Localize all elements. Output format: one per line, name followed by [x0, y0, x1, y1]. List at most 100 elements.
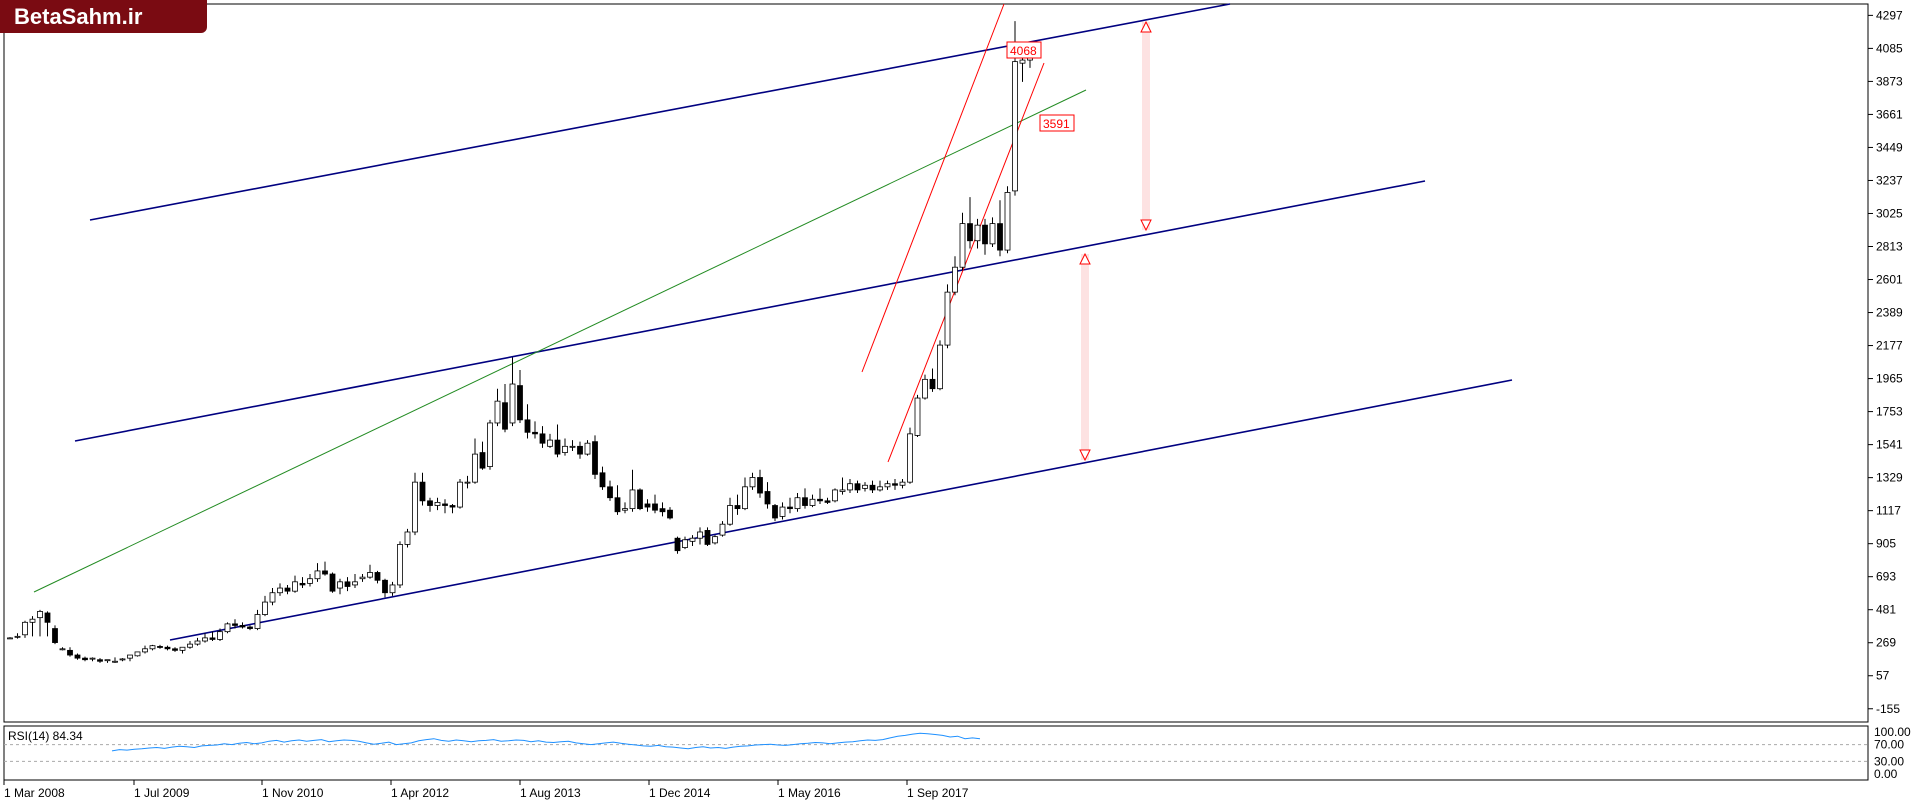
candle-bullish [7, 637, 13, 640]
candle-bullish [907, 433, 913, 483]
y-tick-label: 2389 [1876, 306, 1903, 320]
candle-bullish [877, 486, 883, 491]
y-tick-label: 3025 [1876, 206, 1903, 220]
candle-bearish [644, 503, 651, 508]
candle-bearish [44, 612, 51, 623]
candle-bearish [479, 452, 486, 469]
candle-bearish [52, 628, 58, 643]
candle-bearish [892, 483, 898, 486]
green-trendline [33, 89, 1087, 593]
candle-bearish [757, 477, 763, 494]
y-tick-label: 57 [1876, 669, 1890, 683]
candle-bearish [427, 500, 433, 506]
candle-bullish [562, 445, 568, 453]
candle-bullish [494, 400, 501, 424]
upper-range-arrow-head-up [1140, 20, 1152, 33]
candle-bullish [389, 584, 396, 594]
candle-bullish [262, 601, 268, 615]
candle-bearish [322, 570, 328, 575]
candle-bullish [832, 489, 838, 502]
candle-bearish [164, 646, 171, 650]
y-tick-label: 3661 [1876, 107, 1903, 121]
candle-bullish [937, 344, 943, 390]
candle-bullish [862, 484, 868, 489]
candle-bullish [629, 489, 636, 510]
upper-range-arrow-head-down [1140, 219, 1152, 232]
candle-bearish [232, 623, 238, 626]
candle-bullish [119, 658, 126, 661]
candle-bullish [37, 611, 43, 619]
candle-bullish [337, 581, 343, 589]
candle-bearish [802, 497, 808, 506]
candle-bearish [419, 481, 426, 502]
lower-range-arrow-shaft [1081, 254, 1089, 460]
candle-bearish [674, 537, 681, 552]
candle-bullish [367, 572, 373, 578]
candle-bullish [847, 483, 853, 491]
candle-bullish [202, 637, 208, 642]
candle-bullish [307, 578, 313, 584]
candle-bullish [112, 660, 118, 663]
candle-bullish [952, 266, 958, 293]
candle-bullish [719, 523, 726, 536]
candle-bullish [1004, 192, 1011, 251]
rsi-tick-label: 0.00 [1874, 767, 1898, 781]
price-label-box [1039, 114, 1075, 132]
candle-bullish [689, 537, 696, 542]
candle-bearish [772, 505, 778, 519]
candle-bullish [434, 501, 441, 506]
y-tick-label: -155 [1876, 702, 1900, 716]
candle-bullish [352, 581, 358, 586]
candle-bearish [97, 659, 103, 662]
candle-bearish [517, 385, 523, 421]
candle-bullish [194, 640, 201, 645]
candle-bearish [247, 626, 253, 629]
candle-bearish [577, 445, 583, 455]
candle-bullish [397, 544, 403, 586]
candle-bearish [532, 431, 538, 435]
candle-bearish [82, 657, 88, 661]
candle-bearish [659, 508, 666, 513]
candle-bearish [967, 223, 973, 242]
candle-bearish [157, 646, 163, 648]
candle-bullish [569, 445, 576, 448]
candle-bullish [89, 657, 96, 660]
x-tick-label: 1 Mar 2008 [4, 786, 65, 800]
rsi-label: RSI(14) 84.34 [8, 729, 83, 743]
candle-bullish [149, 645, 156, 650]
red-channel-lower [887, 62, 1045, 463]
candle-bullish [269, 592, 276, 603]
y-tick-label: 1117 [1876, 504, 1901, 518]
candle-bullish [794, 497, 801, 510]
candle-bearish [172, 648, 178, 651]
y-tick-label: 2601 [1876, 273, 1903, 287]
y-tick-label: 481 [1876, 603, 1896, 617]
candle-bullish [1019, 59, 1026, 64]
candle-bullish [134, 651, 141, 657]
middle-channel [74, 180, 1426, 442]
y-tick-label: 2177 [1876, 339, 1903, 353]
candle-bullish [749, 477, 756, 488]
candle-bearish [554, 439, 561, 455]
candle-bullish [697, 531, 703, 539]
candle-bullish [989, 223, 996, 245]
x-tick-label: 1 Aug 2013 [520, 786, 581, 800]
candle-bullish [179, 646, 186, 651]
candle-bearish [667, 509, 673, 519]
upper-range-arrow-shaft [1142, 22, 1150, 230]
candle-bullish [59, 648, 66, 651]
candle-bullish [104, 659, 111, 662]
candle-bearish [502, 402, 508, 430]
x-tick-label: 1 Nov 2010 [262, 786, 324, 800]
candle-bullish [547, 439, 553, 447]
y-tick-label: 3449 [1876, 140, 1903, 154]
price-label-box [1006, 41, 1042, 59]
candle-bearish [607, 486, 613, 499]
rsi-pane-frame [3, 725, 1869, 781]
candle-bearish [982, 224, 988, 245]
x-tick-label: 1 Jul 2009 [134, 786, 190, 800]
candle-bullish [412, 481, 418, 533]
lower-channel [169, 379, 1513, 641]
